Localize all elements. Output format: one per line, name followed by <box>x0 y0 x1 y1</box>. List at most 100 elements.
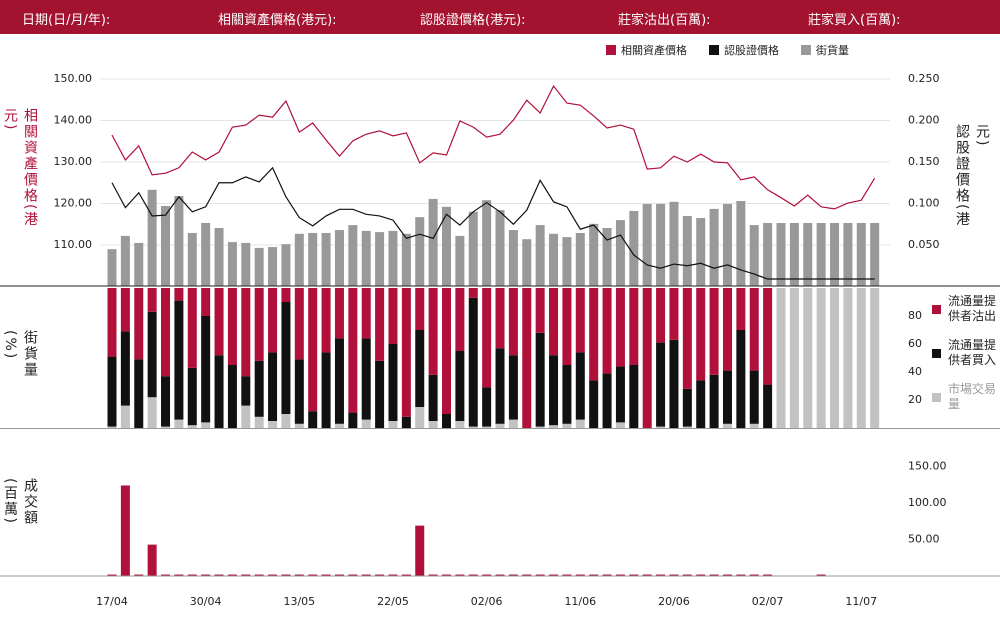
bar <box>294 233 304 287</box>
y-tick-label: 130.00 <box>54 155 93 168</box>
y2-tick-label: 0.050 <box>908 238 940 251</box>
y-axis-title: 相關資產價格(港元) <box>2 108 38 228</box>
bar-segment <box>241 376 251 406</box>
bar-segment <box>134 359 144 428</box>
bar <box>602 574 612 576</box>
bar-segment <box>535 332 545 427</box>
line <box>111 166 875 280</box>
bar <box>321 232 331 287</box>
y-tick-label: 100.00 <box>908 496 947 509</box>
bar <box>856 223 866 287</box>
bar <box>254 574 264 576</box>
header-label: 日期(日/月/年): <box>22 13 111 28</box>
bar-segment <box>535 426 545 428</box>
bar <box>107 574 117 576</box>
bar-segment <box>375 360 385 428</box>
bar <box>669 574 679 576</box>
bar-segment <box>549 288 559 356</box>
bar-segment <box>722 370 732 424</box>
bar-segment <box>803 288 813 428</box>
bar-segment <box>361 419 371 428</box>
bar-segment <box>401 288 411 417</box>
bar <box>455 574 465 576</box>
bar-segment <box>227 288 237 365</box>
bar-segment <box>161 376 171 427</box>
bar <box>161 205 171 287</box>
bar-segment <box>308 411 318 428</box>
bar-segment <box>656 288 666 343</box>
bar <box>334 230 344 287</box>
bar-segment <box>254 416 264 428</box>
bar <box>562 237 572 287</box>
bar-segment <box>214 355 224 428</box>
bar-segment <box>201 316 211 423</box>
bar-segment <box>763 288 773 385</box>
bar-segment <box>482 426 492 428</box>
bar <box>187 574 197 576</box>
bar-segment <box>294 288 304 360</box>
bar <box>776 223 786 287</box>
bar <box>482 574 492 576</box>
bar-segment <box>214 288 224 356</box>
bar-segment <box>254 288 264 361</box>
bar <box>147 189 157 287</box>
bar-segment <box>468 297 478 427</box>
bar-segment <box>107 288 117 357</box>
legend-label: 相關資產價格 <box>621 43 687 57</box>
header-label: 相關資產價格(港元): <box>218 13 337 28</box>
bar-segment <box>602 373 612 428</box>
bar-segment <box>375 288 385 361</box>
bar-segment <box>120 288 130 332</box>
x-tick-label: 02/06 <box>471 595 503 608</box>
bar <box>107 249 117 287</box>
header-label: 認股證價格(港元): <box>420 13 526 28</box>
bar-segment <box>187 367 197 426</box>
legend-swatch <box>932 393 941 402</box>
bar <box>870 223 880 287</box>
bar-segment <box>174 300 184 420</box>
bar-segment <box>575 419 585 428</box>
bar-segment <box>201 422 211 428</box>
bar-segment <box>763 384 773 428</box>
bar-segment <box>589 380 599 428</box>
bar-segment <box>147 311 157 398</box>
bar <box>642 574 652 576</box>
bar-segment <box>615 422 625 428</box>
bar-segment <box>361 288 371 339</box>
bar-segment <box>508 419 518 428</box>
bar-segment <box>174 419 184 428</box>
bar <box>736 201 746 287</box>
bar <box>214 227 224 287</box>
bar-segment <box>642 288 652 428</box>
bar-segment <box>120 331 130 406</box>
bar-segment <box>334 423 344 428</box>
bar <box>656 203 666 287</box>
bar-segment <box>388 344 398 421</box>
bar-segment <box>682 288 692 389</box>
bar-segment <box>161 288 171 377</box>
bar <box>722 203 732 287</box>
bar-segment <box>656 342 666 427</box>
y-tick-label: 20 <box>908 393 922 406</box>
bar <box>308 574 318 576</box>
y2-tick-label: 0.250 <box>908 72 940 85</box>
bar-segment <box>709 374 719 428</box>
y2-tick-label: 0.200 <box>908 114 940 127</box>
bar <box>508 230 518 287</box>
bar <box>562 574 572 576</box>
y-tick-label: 110.00 <box>54 238 93 251</box>
bar <box>428 198 438 287</box>
y-tick-label: 60 <box>908 337 922 350</box>
bar-segment <box>134 288 144 360</box>
bar-segment <box>722 423 732 428</box>
bar-segment <box>749 423 759 428</box>
bar-segment <box>629 288 639 365</box>
bar <box>375 574 385 576</box>
y-tick-label: 150.00 <box>908 460 947 473</box>
x-tick-label: 20/06 <box>658 595 690 608</box>
bar <box>187 232 197 287</box>
header-bar: 日期(日/月/年): 相關資產價格(港元): 認股證價格(港元): 莊家沽出(百… <box>0 0 1000 34</box>
bar-segment <box>749 288 759 371</box>
bar <box>214 574 224 576</box>
